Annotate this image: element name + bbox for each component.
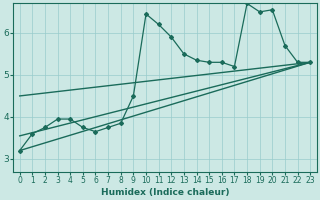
X-axis label: Humidex (Indice chaleur): Humidex (Indice chaleur) <box>101 188 229 197</box>
